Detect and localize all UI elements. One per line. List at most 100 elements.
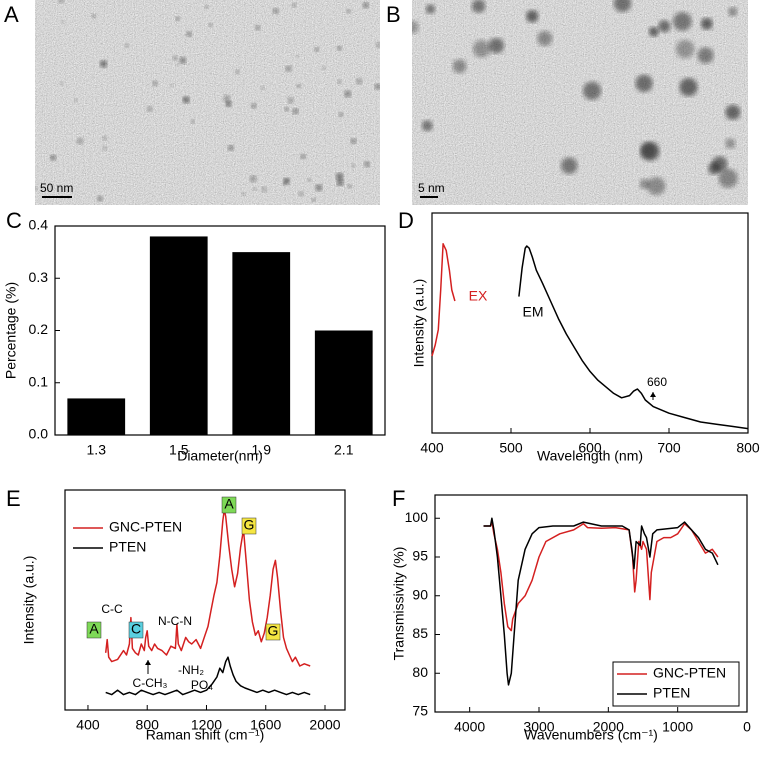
particle — [58, 0, 64, 4]
particle — [356, 78, 363, 85]
tem-image — [35, 0, 380, 205]
particle — [50, 154, 56, 161]
particle — [296, 54, 300, 58]
x-axis-label: Raman shift (cm⁻¹) — [146, 727, 265, 743]
series-line — [431, 243, 456, 357]
bar — [67, 398, 126, 435]
particle — [227, 145, 234, 151]
annotation-box — [128, 621, 144, 639]
series-line — [518, 245, 749, 430]
particle — [190, 119, 195, 124]
particle — [347, 183, 352, 189]
particle — [152, 80, 158, 86]
y-tick-label: 95 — [412, 548, 428, 564]
panel-label: E — [6, 486, 21, 511]
tem-image — [412, 0, 748, 205]
particle — [718, 168, 738, 188]
image-background — [412, 0, 748, 205]
particle — [337, 79, 342, 84]
annotation: C-CH₃ — [133, 676, 168, 690]
plot-frame — [434, 494, 748, 713]
particle — [679, 78, 698, 97]
particle — [225, 100, 232, 107]
particle — [251, 103, 257, 109]
particle — [235, 69, 240, 75]
particle — [647, 177, 666, 196]
x-tick-label: 2000 — [593, 719, 624, 735]
panel-label: F — [392, 486, 405, 511]
particle — [700, 17, 713, 30]
particle — [182, 96, 190, 104]
particle — [338, 112, 344, 117]
annotation-arrowhead — [145, 660, 151, 665]
particle — [61, 20, 65, 24]
particle — [283, 178, 290, 185]
plot-frame — [431, 212, 749, 434]
y-tick-label: 90 — [412, 586, 428, 602]
series-line — [483, 521, 719, 632]
y-tick-label: 0.4 — [29, 217, 49, 233]
y-tick-label: 0.3 — [29, 269, 49, 285]
series-label: EM — [523, 304, 544, 320]
particle — [147, 106, 153, 112]
particle — [375, 42, 380, 48]
particle — [658, 20, 671, 33]
x-tick-label: 500 — [499, 440, 523, 456]
legend-label: PTEN — [653, 685, 690, 701]
particle — [284, 107, 289, 112]
particle — [336, 173, 344, 181]
y-tick-label: 85 — [412, 625, 428, 641]
x-axis-label: Wavelength (nm) — [537, 448, 643, 464]
particle — [241, 191, 246, 196]
x-tick-label: 2.1 — [334, 442, 354, 458]
legend-label: PTEN — [109, 539, 146, 555]
y-tick-label: 80 — [412, 664, 428, 680]
annotation: N-C-N — [158, 614, 192, 628]
particle — [560, 157, 578, 174]
particle — [172, 55, 178, 61]
particle — [102, 136, 107, 141]
particle — [296, 84, 301, 89]
annotation-arrowhead — [650, 392, 656, 397]
panel-label: A — [4, 2, 19, 27]
particle — [208, 23, 213, 27]
series-line — [105, 656, 311, 696]
particle — [186, 31, 192, 37]
particle — [707, 162, 721, 175]
particle — [526, 10, 539, 23]
particle — [725, 138, 736, 149]
y-tick-label: 0.2 — [29, 321, 49, 337]
legend-box — [612, 661, 740, 707]
particle — [362, 2, 369, 9]
particle — [728, 6, 738, 17]
y-axis-label: Transmissivity (%) — [391, 547, 407, 661]
particle — [421, 120, 433, 132]
bar — [232, 252, 291, 435]
x-tick-label: 0 — [743, 719, 751, 735]
plot-frame — [64, 489, 346, 711]
scale-bar-label: 50 nm — [40, 181, 73, 195]
particle — [223, 95, 231, 103]
x-tick-label: 1.9 — [252, 442, 272, 458]
scale-bar-label: 5 nm — [418, 181, 445, 195]
x-tick-label: 700 — [657, 440, 681, 456]
y-tick-label: 100 — [405, 509, 429, 525]
particle — [298, 191, 304, 197]
x-tick-label: 1600 — [250, 717, 281, 733]
particle — [170, 83, 174, 87]
particle — [100, 60, 107, 68]
annotation: G — [244, 517, 255, 533]
annotation: -NH₂ — [178, 663, 204, 677]
particle — [488, 38, 504, 54]
x-tick-label: 1.5 — [169, 442, 189, 458]
particle — [292, 108, 299, 115]
particle — [176, 62, 180, 66]
bar — [149, 236, 208, 435]
particle — [179, 57, 187, 64]
particle — [124, 43, 129, 48]
particle — [255, 25, 261, 31]
particle — [314, 47, 320, 52]
annotation: A — [224, 496, 234, 512]
particle — [412, 20, 419, 34]
particle — [300, 154, 306, 159]
